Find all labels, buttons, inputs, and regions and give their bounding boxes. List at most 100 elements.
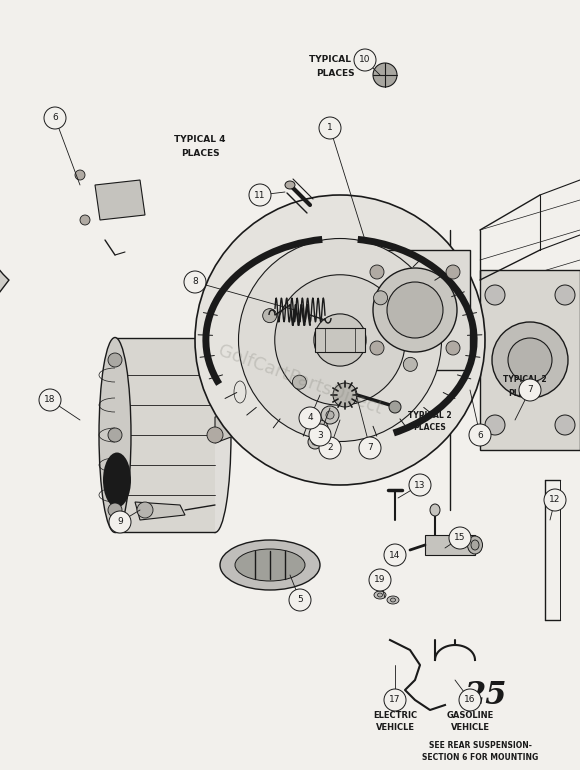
Text: SECTION 6 FOR MOUNTING: SECTION 6 FOR MOUNTING [422,752,538,762]
Circle shape [370,265,384,279]
Ellipse shape [103,453,131,507]
Circle shape [108,428,122,442]
Circle shape [485,285,505,305]
Circle shape [384,544,406,566]
Circle shape [75,170,85,180]
Circle shape [299,407,321,429]
Circle shape [109,511,131,533]
Circle shape [195,195,485,485]
Text: 10: 10 [359,55,371,65]
Polygon shape [360,250,470,370]
Text: TYPICAL 2: TYPICAL 2 [408,410,452,420]
Circle shape [359,437,381,459]
Text: 12: 12 [549,496,561,504]
Text: PLACES: PLACES [509,389,541,397]
Text: 16: 16 [464,695,476,705]
Text: 25: 25 [464,679,506,711]
Circle shape [314,314,366,366]
Text: TYPICAL 2: TYPICAL 2 [503,376,547,384]
Polygon shape [215,385,330,443]
Circle shape [354,49,376,71]
Circle shape [492,322,568,398]
Text: GolfCartPartsDirect: GolfCartPartsDirect [215,342,385,418]
Circle shape [485,415,505,435]
Text: 15: 15 [454,534,466,543]
Text: 18: 18 [44,396,56,404]
Circle shape [519,379,541,401]
Ellipse shape [378,593,382,597]
Text: 19: 19 [374,575,386,584]
Circle shape [317,424,324,432]
Text: PLACES: PLACES [181,149,219,158]
Circle shape [319,437,341,459]
Text: 5: 5 [297,595,303,604]
Polygon shape [425,535,475,555]
Circle shape [469,424,491,446]
Text: 13: 13 [414,480,426,490]
Ellipse shape [390,598,396,602]
Circle shape [387,282,443,338]
Text: 7: 7 [367,444,373,453]
Circle shape [374,291,387,305]
Text: 14: 14 [389,551,401,560]
Circle shape [319,117,341,139]
Circle shape [184,271,206,293]
Text: 8: 8 [192,277,198,286]
Circle shape [207,427,223,443]
Circle shape [309,424,331,446]
Polygon shape [480,270,580,450]
Circle shape [449,527,471,549]
Text: ELECTRIC: ELECTRIC [373,711,417,719]
Text: 11: 11 [254,190,266,199]
Text: 7: 7 [527,386,533,394]
Text: PLACES: PLACES [414,423,447,431]
Circle shape [403,357,418,371]
Circle shape [289,589,311,611]
Circle shape [544,489,566,511]
Text: 6: 6 [477,430,483,440]
Circle shape [308,435,322,449]
Circle shape [44,107,66,129]
Circle shape [326,411,334,419]
Circle shape [263,309,277,323]
Ellipse shape [430,504,440,516]
Text: 6: 6 [52,113,58,122]
Polygon shape [135,502,185,520]
Circle shape [555,415,575,435]
Text: VEHICLE: VEHICLE [451,722,490,732]
Circle shape [80,215,90,225]
Circle shape [373,268,457,352]
Polygon shape [95,180,145,220]
Circle shape [555,285,575,305]
Circle shape [249,184,271,206]
Circle shape [384,689,406,711]
Ellipse shape [374,591,386,599]
Ellipse shape [467,536,483,554]
Circle shape [292,375,306,389]
Circle shape [389,401,401,413]
Text: PLACES: PLACES [316,69,354,78]
Text: 1: 1 [327,123,333,132]
Text: TYPICAL 4: TYPICAL 4 [309,55,361,65]
Text: 2: 2 [327,444,333,453]
Circle shape [446,265,460,279]
Circle shape [137,502,153,518]
Ellipse shape [235,549,305,581]
Circle shape [108,353,122,367]
Circle shape [108,503,122,517]
Ellipse shape [387,596,399,604]
Circle shape [39,389,61,411]
Text: GASOLINE: GASOLINE [447,711,494,719]
Ellipse shape [220,540,320,590]
Circle shape [275,275,405,405]
Circle shape [370,341,384,355]
Text: 9: 9 [117,517,123,527]
Circle shape [508,338,552,382]
Text: 3: 3 [317,430,323,440]
Circle shape [373,63,397,87]
Circle shape [459,689,481,711]
Text: VEHICLE: VEHICLE [375,722,415,732]
Polygon shape [315,328,365,352]
Polygon shape [115,338,215,532]
Text: 17: 17 [389,695,401,705]
